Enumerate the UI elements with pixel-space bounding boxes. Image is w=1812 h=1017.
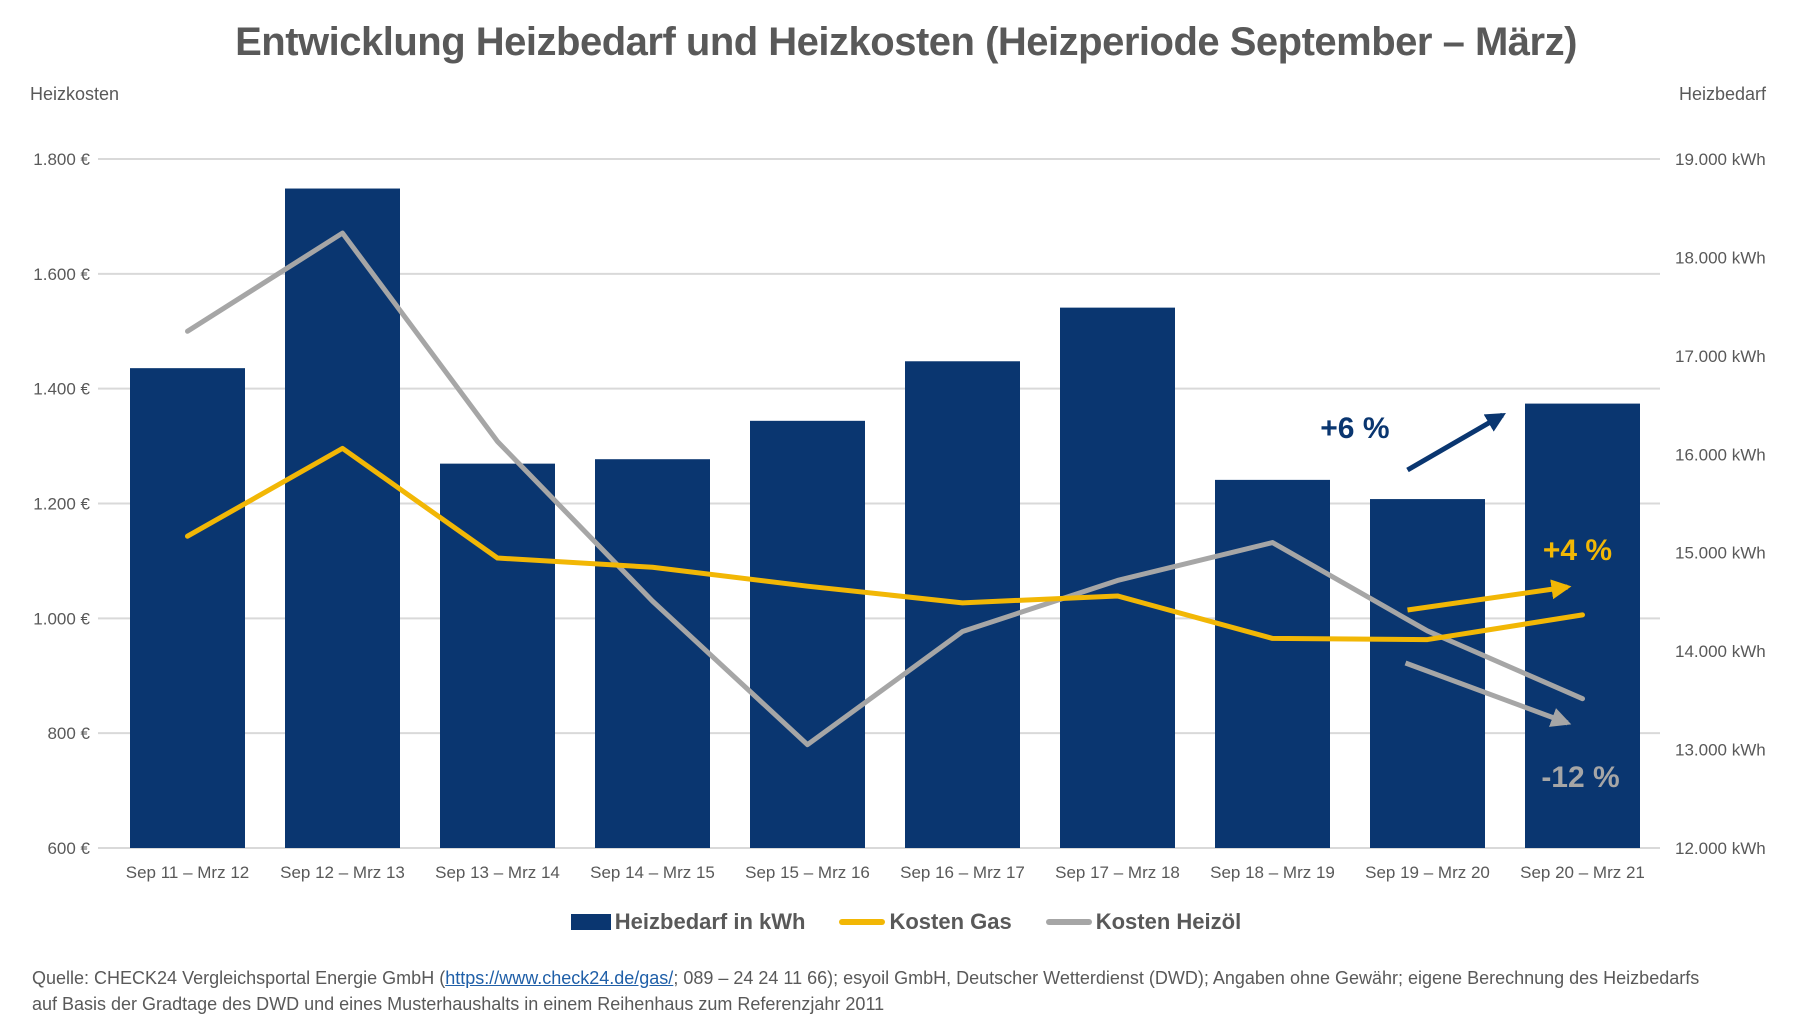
bar-heizbedarf — [1060, 307, 1175, 848]
right-tick-label: 17.000 kWh — [1675, 347, 1766, 366]
left-tick-label: 1.000 € — [33, 609, 90, 628]
category-label: Sep 11 – Mrz 12 — [126, 863, 249, 882]
legend-item-heizbedarf[interactable]: Heizbedarf in kWh — [570, 909, 806, 935]
left-tick-label: 1.600 € — [33, 265, 90, 284]
legend: Heizbedarf in kWh Kosten Gas Kosten Heiz… — [0, 909, 1812, 935]
footnote-line-2: auf Basis der Gradtage des DWD und eines… — [32, 994, 885, 1014]
right-tick-label: 15.000 kWh — [1675, 544, 1766, 563]
category-label: Sep 13 – Mrz 14 — [435, 863, 560, 882]
arrow-heizoel-icon — [1404, 660, 1572, 727]
source-link[interactable]: https://www.check24.de/gas/ — [445, 968, 674, 988]
arrow-heizbedarf-icon — [1406, 412, 1506, 473]
arrow-gas-icon — [1407, 579, 1572, 613]
category-label: Sep 17 – Mrz 18 — [1055, 863, 1180, 882]
category-label: Sep 14 – Mrz 15 — [590, 863, 715, 882]
legend-item-kosten-heizoel[interactable]: Kosten Heizöl — [1045, 909, 1242, 935]
right-tick-label: 19.000 kWh — [1675, 150, 1766, 169]
bar-heizbedarf — [1215, 479, 1330, 848]
legend-label: Kosten Gas — [889, 909, 1012, 934]
bar-heizbedarf — [1525, 403, 1640, 848]
right-tick-label: 13.000 kWh — [1675, 741, 1766, 760]
left-tick-label: 800 € — [47, 724, 90, 743]
right-tick-label: 18.000 kWh — [1675, 248, 1766, 267]
legend-label: Kosten Heizöl — [1095, 909, 1242, 934]
left-axis-title: Heizkosten — [30, 84, 120, 104]
line-kosten-gas — [185, 445, 1585, 643]
category-label: Sep 12 – Mrz 13 — [280, 863, 405, 882]
line-kosten-heizoel — [185, 230, 1585, 748]
category-label: Sep 16 – Mrz 17 — [900, 863, 1025, 882]
left-tick-label: 1.400 € — [33, 380, 90, 399]
category-label: Sep 15 – Mrz 16 — [745, 863, 870, 882]
bar-heizbedarf — [285, 188, 400, 848]
chart-canvas: 600 € 800 € 1.000 € 1.200 € 1.400 € 1.600 € 1.… — [33, 150, 1766, 882]
source-footnote: Quelle: CHECK24 Vergleichsportal Energie… — [32, 965, 1792, 1017]
footnote-line-1: Quelle: CHECK24 Vergleichsportal Energie… — [32, 965, 1792, 991]
right-tick-label: 14.000 kWh — [1675, 642, 1766, 661]
chart-title: Entwicklung Heizbedarf und Heizkosten (H… — [235, 20, 1577, 64]
annotation-heizbedarf: +6 % — [1320, 412, 1389, 445]
bar-heizbedarf — [440, 463, 555, 848]
legend-swatch-bar — [570, 914, 611, 930]
footnote-suffix: ; 089 – 24 24 11 66); esyoil GmbH, Deuts… — [673, 968, 1700, 988]
annotation-gas: +4 % — [1543, 534, 1612, 567]
legend-item-kosten-gas[interactable]: Kosten Gas — [839, 909, 1012, 935]
left-tick-label: 1.800 € — [33, 150, 90, 169]
right-axis-title: Heizbedarf — [1678, 84, 1766, 104]
left-tick-label: 1.200 € — [33, 495, 90, 514]
bar-heizbedarf — [595, 459, 710, 848]
left-tick-label: 600 € — [47, 839, 90, 858]
category-label: Sep 19 – Mrz 20 — [1365, 863, 1490, 882]
legend-swatch-gas — [839, 919, 886, 925]
bar-heizbedarf — [750, 420, 865, 848]
legend-swatch-oil — [1045, 919, 1092, 925]
category-label: Sep 18 – Mrz 19 — [1210, 863, 1335, 882]
right-tick-label: 12.000 kWh — [1675, 839, 1766, 858]
legend-label: Heizbedarf in kWh — [614, 909, 806, 934]
category-label: Sep 20 – Mrz 21 — [1520, 863, 1645, 882]
annotation-heizoel: -12 % — [1541, 761, 1619, 794]
right-tick-label: 16.000 kWh — [1675, 445, 1766, 464]
bar-heizbedarf — [130, 368, 245, 848]
footnote-prefix: Quelle: CHECK24 Vergleichsportal Energie… — [32, 968, 446, 988]
